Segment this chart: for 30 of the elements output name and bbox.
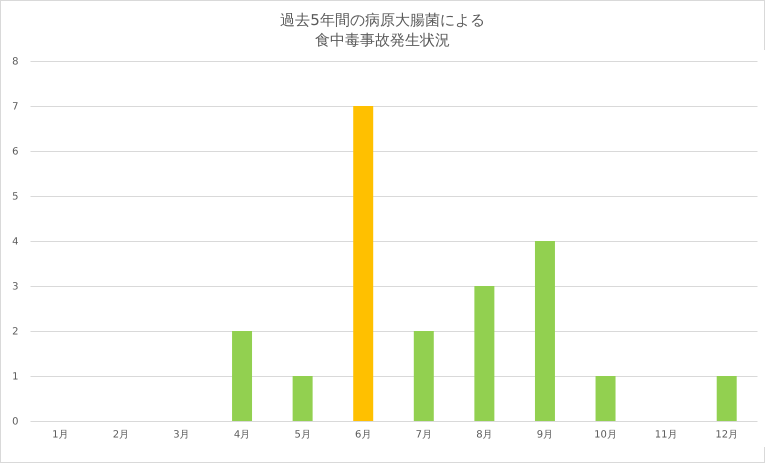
x-tick-label: 4月 (234, 430, 250, 440)
y-tick-label: 0 (12, 416, 18, 428)
bar (414, 331, 434, 421)
x-tick-label: 9月 (536, 430, 554, 440)
y-tick-label: 8 (12, 56, 18, 68)
bar (596, 376, 616, 421)
x-tick-label: 6月 (355, 430, 372, 440)
x-tick-label: 10月 (594, 430, 617, 440)
bar (353, 106, 374, 421)
y-tick-label: 6 (12, 146, 18, 158)
bar (292, 376, 313, 421)
x-tick-label: 2月 (112, 430, 130, 440)
y-tick-label: 7 (12, 102, 18, 112)
x-tick-label: 11月 (654, 430, 678, 440)
x-tick-label: 12月 (715, 430, 738, 440)
y-tick-label: 3 (12, 282, 18, 292)
x-tick-label: 5月 (294, 430, 311, 440)
bar (474, 286, 494, 421)
x-tick-label: 8月 (476, 430, 493, 440)
y-tick-label: 2 (12, 326, 18, 338)
y-tick-label: 1 (12, 372, 18, 382)
x-tick-label: 7月 (416, 430, 432, 440)
chart-title: 過去5年間の病原大腸菌による食中毒事故発生状況 (279, 11, 486, 50)
bar (534, 241, 555, 421)
y-tick-label: 4 (12, 236, 18, 248)
x-tick-label: 1月 (52, 430, 68, 440)
bar (716, 376, 737, 421)
y-tick-label: 5 (12, 192, 18, 202)
bar (232, 331, 252, 421)
x-tick-label: 3月 (173, 430, 190, 440)
